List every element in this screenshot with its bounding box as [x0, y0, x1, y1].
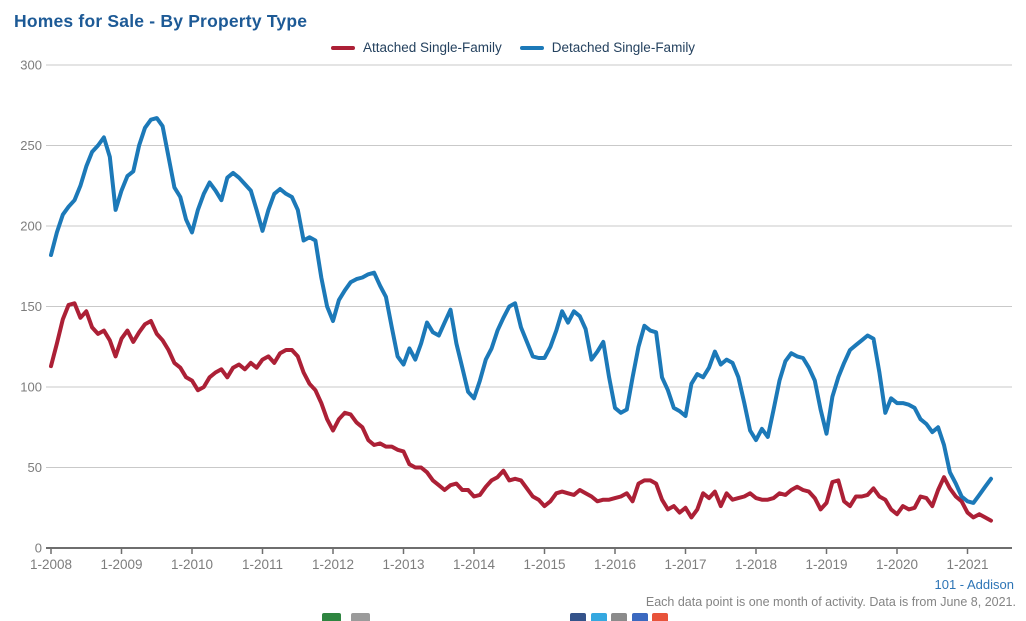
x-tick-label: 1-2019 — [805, 557, 847, 572]
x-tick-label: 1-2018 — [735, 557, 777, 572]
share-icon-twitter[interactable] — [590, 613, 607, 621]
legend-label-detached: Detached Single-Family — [551, 40, 696, 55]
share-icon-email[interactable] — [611, 613, 627, 621]
share-icon-linkedin[interactable] — [570, 613, 586, 621]
data-note: Each data point is one month of activity… — [645, 595, 1016, 609]
y-tick-label: 300 — [20, 58, 42, 73]
legend-item-detached: Detached Single-Family — [519, 40, 696, 55]
legend-item-attached: Attached Single-Family — [330, 40, 502, 55]
x-tick-label: 1-2020 — [876, 557, 918, 572]
x-tick-label: 1-2009 — [100, 557, 142, 572]
x-tick-label: 1-2008 — [30, 557, 72, 572]
chart-legend: Attached Single-Family Detached Single-F… — [0, 40, 1026, 55]
x-tick-label: 1-2015 — [523, 557, 565, 572]
legend-label-attached: Attached Single-Family — [362, 40, 502, 55]
y-tick-label: 100 — [20, 380, 42, 395]
y-tick-label: 0 — [35, 541, 42, 556]
x-tick-label: 1-2016 — [594, 557, 636, 572]
y-tick-label: 50 — [28, 460, 42, 475]
y-tick-label: 150 — [20, 299, 42, 314]
x-tick-label: 1-2010 — [171, 557, 213, 572]
series-line-detached — [49, 116, 993, 505]
x-tick-label: 1-2017 — [664, 557, 706, 572]
x-tick-label: 1-2011 — [242, 557, 283, 572]
x-tick-label: 1-2013 — [382, 557, 424, 572]
export-icon-gray[interactable] — [351, 613, 370, 621]
share-icon-facebook[interactable] — [631, 613, 648, 621]
share-icon-googleplus[interactable] — [652, 613, 668, 621]
series-line-attached — [49, 301, 993, 523]
page-title: Homes for Sale - By Property Type — [14, 11, 308, 31]
y-tick-label: 250 — [20, 138, 42, 153]
location-link[interactable]: 101 - Addison — [934, 577, 1014, 592]
x-tick-label: 1-2014 — [453, 557, 496, 572]
x-tick-label: 1-2012 — [312, 557, 354, 572]
attached-series-swatch-icon — [330, 45, 355, 50]
y-tick-label: 200 — [20, 219, 42, 234]
x-tick-label: 1-2021 — [946, 557, 988, 572]
detached-series-swatch-icon — [519, 45, 544, 50]
export-icon-green[interactable] — [322, 613, 341, 621]
